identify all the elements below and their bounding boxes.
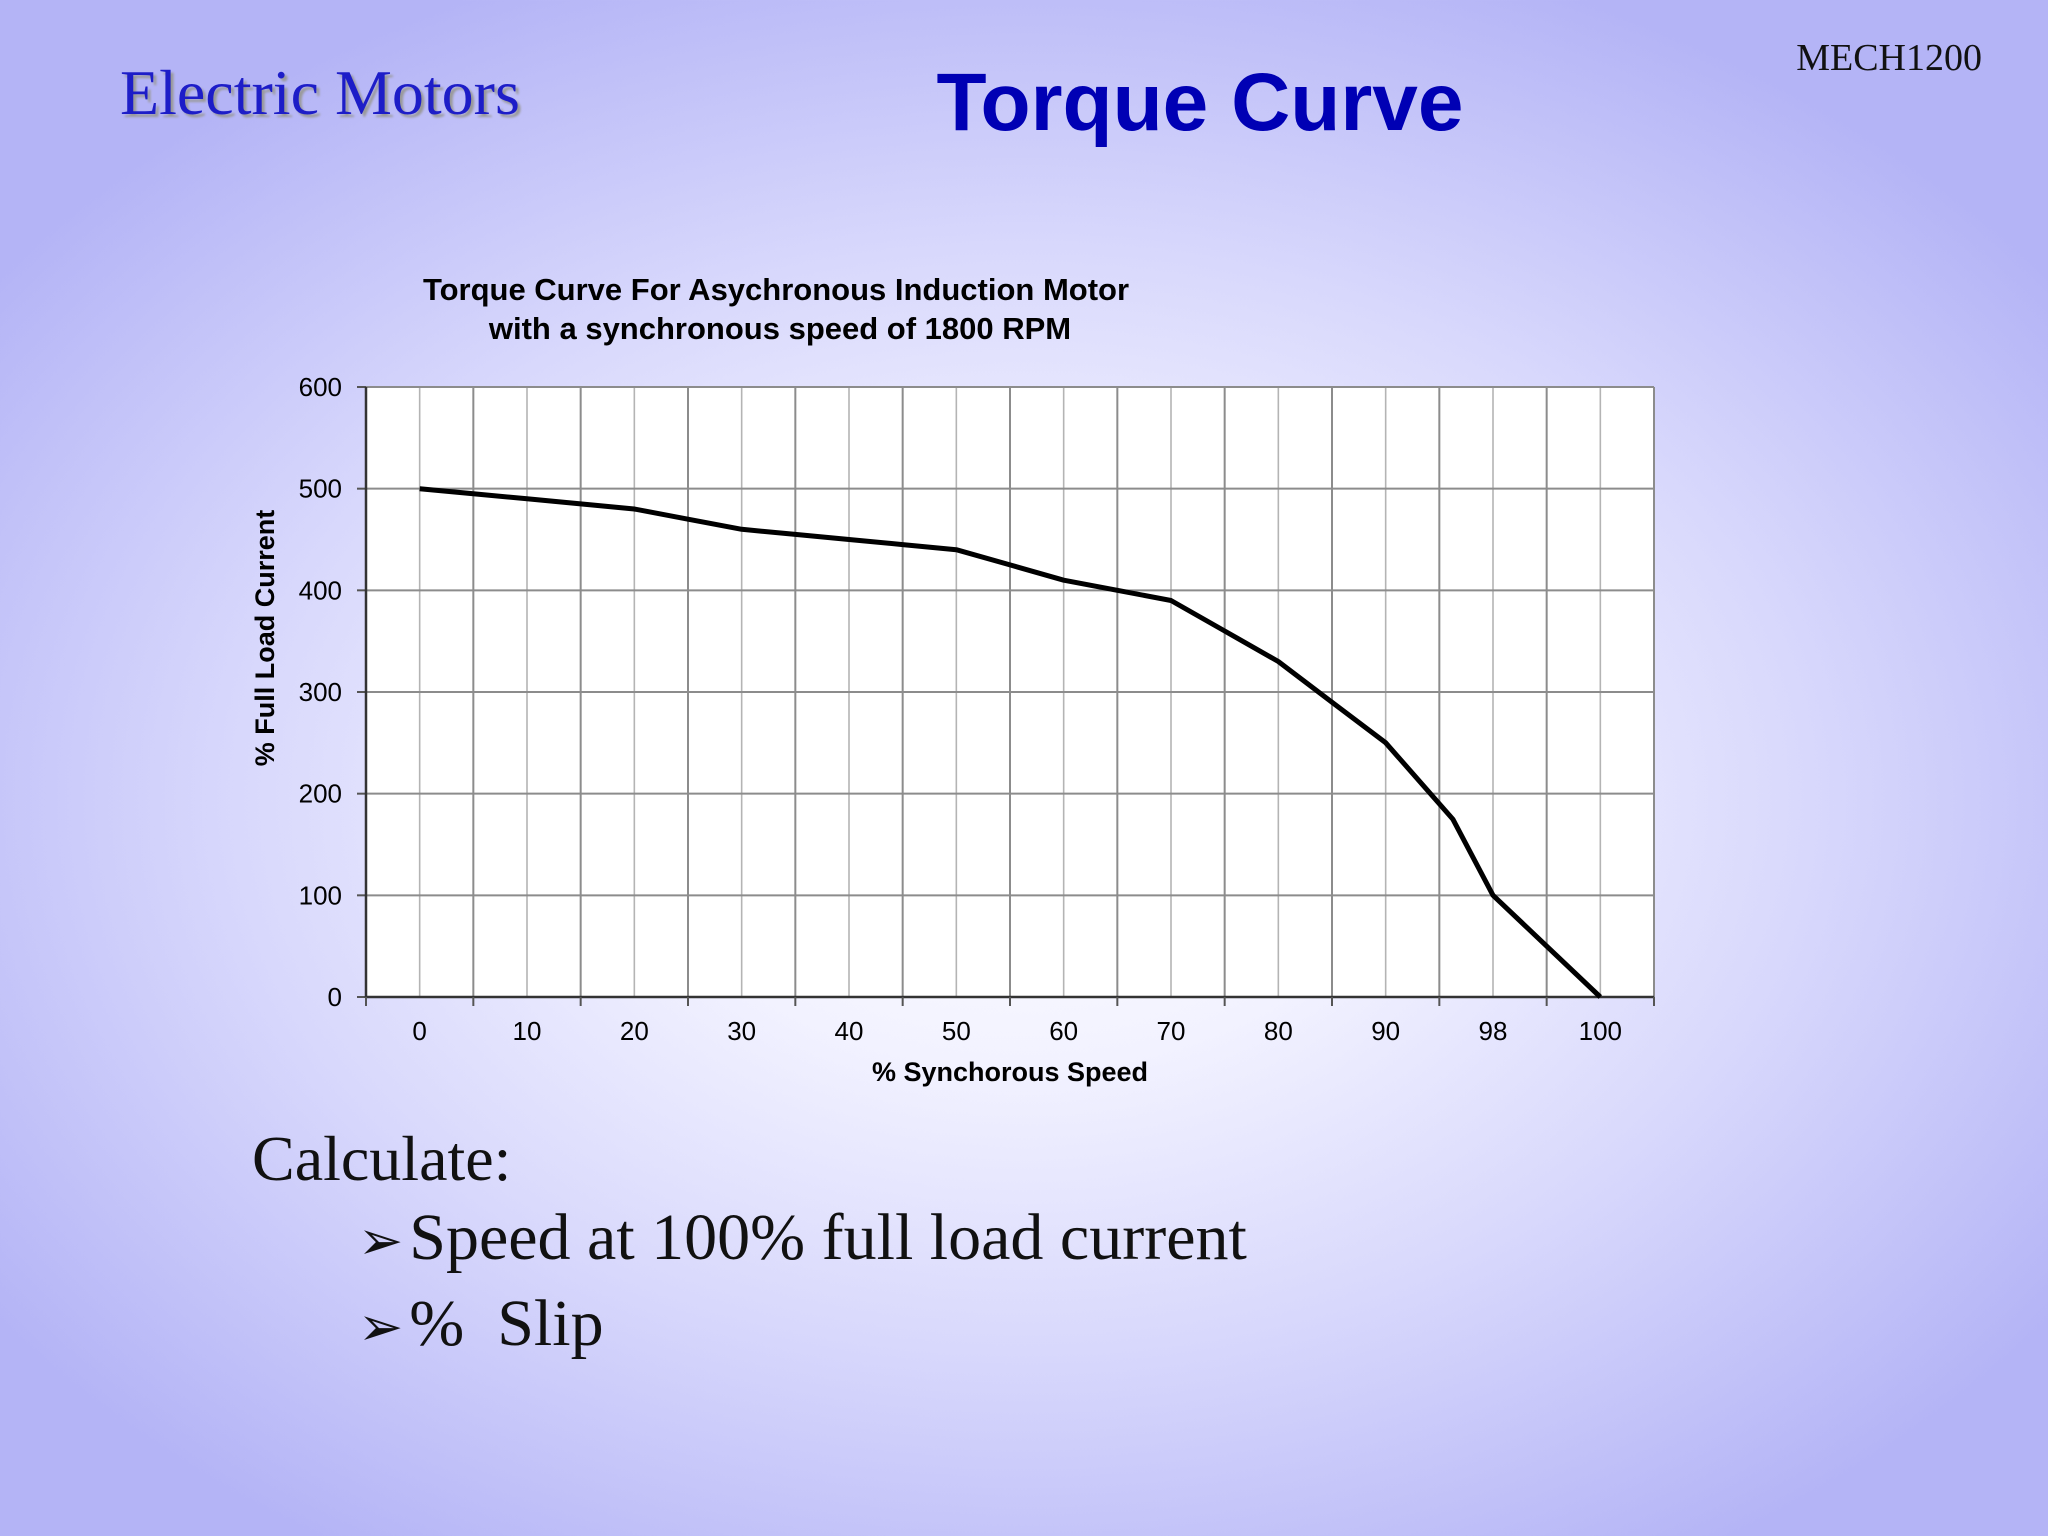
- chart-subtitle: with a synchronous speed of 1800 RPM: [488, 311, 1071, 346]
- x-tick-label: 98: [1479, 1016, 1508, 1046]
- y-tick-label: 500: [299, 474, 342, 504]
- y-tick-label: 600: [299, 372, 342, 402]
- topic-heading: Electric Motors: [120, 57, 520, 128]
- tick-labels: 0 100 200 300 400 500 600 0 10 20 30 40 50 60 70 80 90 98…: [299, 372, 1622, 1046]
- bullet-text: % Slip: [409, 1287, 604, 1360]
- chart-title: Torque Curve For Asychronous Induction M…: [423, 272, 1129, 307]
- x-tick-label: 70: [1157, 1016, 1186, 1046]
- x-tick-label: 20: [620, 1016, 649, 1046]
- y-tick-label: 400: [299, 575, 342, 605]
- y-tick-label: 0: [328, 982, 342, 1012]
- x-tick-label: 100: [1579, 1016, 1622, 1046]
- axes: [357, 386, 1655, 1006]
- calculate-heading: Calculate:: [252, 1123, 512, 1194]
- x-tick-label: 10: [513, 1016, 542, 1046]
- series-line: [419, 486, 1603, 999]
- x-tick-label: 30: [727, 1016, 756, 1046]
- x-tick-label: 80: [1264, 1016, 1293, 1046]
- bullet-text: Speed at 100% full load current: [409, 1201, 1247, 1274]
- y-tick-label: 100: [299, 880, 342, 910]
- arrow-bullet-icon: ➢: [358, 1295, 404, 1358]
- x-tick-label: 90: [1371, 1016, 1400, 1046]
- bullet-item: ➢% Slip: [358, 1286, 604, 1362]
- bullet-item: ➢Speed at 100% full load current: [358, 1200, 1247, 1276]
- x-tick-label: 60: [1049, 1016, 1078, 1046]
- grid: [366, 386, 1655, 998]
- x-tick-label: 50: [942, 1016, 971, 1046]
- y-tick-label: 300: [299, 677, 342, 707]
- x-tick-label: 0: [412, 1016, 426, 1046]
- x-axis-label: % Synchorous Speed: [872, 1057, 1148, 1087]
- torque-curve-chart: 0 100 200 300 400 500 600 0 10 20 30 40 50 60 70 80 90 98…: [250, 272, 1655, 1087]
- arrow-bullet-icon: ➢: [358, 1209, 404, 1272]
- x-tick-label: 40: [835, 1016, 864, 1046]
- slide-title: Torque Curve: [936, 57, 1464, 148]
- y-tick-label: 200: [299, 779, 342, 809]
- course-code: MECH1200: [1796, 37, 1982, 79]
- y-axis-label: % Full Load Current: [250, 510, 280, 767]
